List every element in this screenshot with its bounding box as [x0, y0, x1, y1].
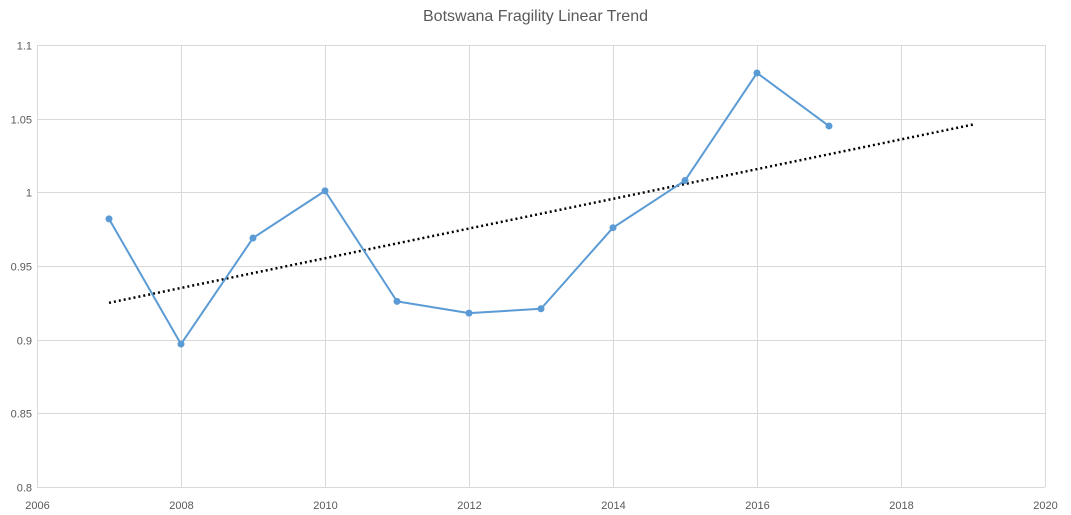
linear-trendline	[108, 123, 974, 305]
y-tick-label: 0.95	[11, 262, 32, 274]
data-point	[105, 215, 113, 223]
x-axis-tick-labels: 2006 2008 2010 2012 2014 2016 2018 2020	[25, 500, 1057, 512]
data-point	[465, 309, 473, 317]
y-tick-label: 1.05	[11, 115, 32, 127]
data-point	[753, 69, 761, 77]
data-point	[537, 305, 545, 313]
chart-title: Botswana Fragility Linear Trend	[423, 8, 648, 25]
y-axis-tick-labels: 0.8 0.85 0.9 0.95 1 1.05 1.1	[11, 41, 32, 495]
trendline	[108, 123, 974, 305]
data-point	[321, 187, 329, 195]
x-tick-label: 2010	[313, 500, 337, 512]
data-point	[249, 234, 257, 242]
y-tick-label: 1.1	[17, 41, 32, 53]
grid-lines	[37, 45, 1046, 488]
y-tick-label: 0.9	[17, 336, 32, 348]
x-tick-label: 2018	[889, 500, 913, 512]
y-tick-label: 0.8	[17, 483, 32, 495]
data-point	[609, 224, 617, 232]
x-tick-label: 2020	[1033, 500, 1057, 512]
data-point	[177, 340, 185, 348]
y-tick-label: 1	[26, 188, 32, 200]
x-tick-label: 2014	[601, 500, 625, 512]
data-series	[105, 69, 833, 348]
x-tick-label: 2008	[169, 500, 193, 512]
x-tick-label: 2006	[25, 500, 49, 512]
x-tick-label: 2012	[457, 500, 481, 512]
data-point	[393, 297, 401, 305]
y-tick-label: 0.85	[11, 409, 32, 421]
x-tick-label: 2016	[745, 500, 769, 512]
data-point	[825, 122, 833, 130]
data-point	[681, 177, 689, 185]
